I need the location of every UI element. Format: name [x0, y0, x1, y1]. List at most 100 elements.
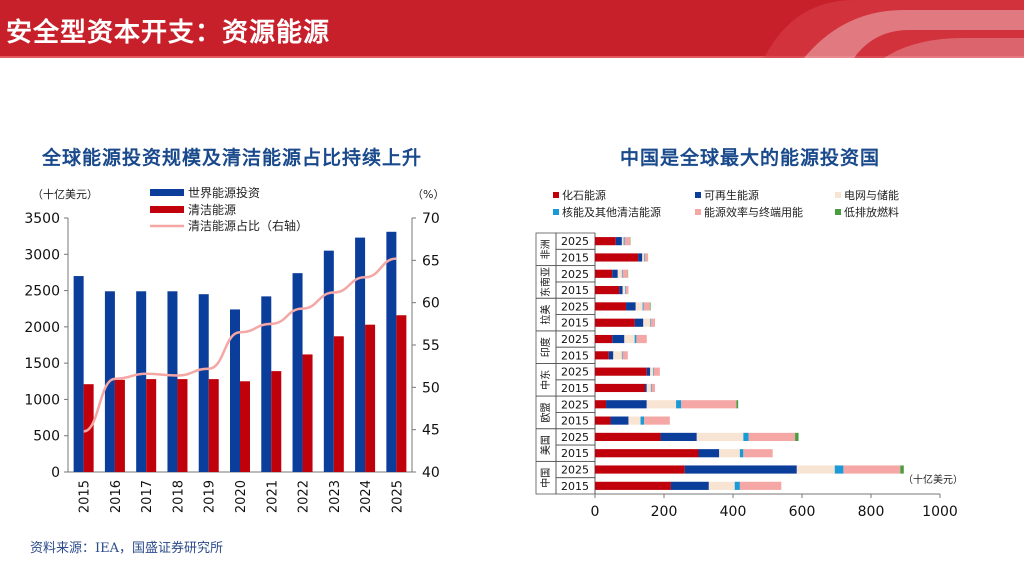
left-chart: （十亿美元） （%） 世界能源投资 清洁能源 清洁能源占比（右轴） 0 500 10… — [24, 185, 444, 513]
bar-欧盟-2015-s1 — [610, 416, 629, 425]
bar-美国-2015-s1 — [698, 449, 720, 458]
year-label: 2025 — [561, 366, 589, 379]
legend-swatch — [553, 192, 559, 198]
bar-world-2017 — [136, 291, 147, 472]
x-tick-label: 1000 — [922, 504, 958, 520]
bar-clean-2017 — [146, 379, 157, 472]
bar-拉美-2015-s1 — [634, 318, 644, 327]
year-label: 2015 — [561, 415, 589, 428]
bar-拉美-2015-s4 — [650, 318, 656, 327]
bar-美国-2025-s3 — [743, 432, 749, 441]
bar-欧盟-2015-s2 — [628, 416, 641, 425]
bar-中国-2015-s1 — [670, 481, 709, 490]
bar-欧盟-2025-s3 — [676, 400, 682, 409]
legend-swatch-clean — [150, 206, 184, 213]
bar-美国-2015-s0 — [595, 449, 699, 458]
region-label: 印度 — [539, 337, 552, 357]
bar-欧盟-2025-s4 — [681, 400, 737, 409]
bar-clean-2025 — [396, 315, 407, 472]
bar-欧盟-2015-s0 — [595, 416, 611, 425]
bar-欧盟-2025-s1 — [606, 400, 647, 409]
bar-中国-2025-s2 — [796, 465, 835, 474]
year-label: 2015 — [561, 317, 589, 330]
bar-非洲-2015-s0 — [595, 253, 639, 262]
x-tick-label: 2022 — [297, 480, 312, 513]
bar-非洲-2025-s3 — [623, 237, 625, 246]
year-label: 2025 — [561, 333, 589, 346]
x-tick-label: 2015 — [78, 480, 93, 513]
year-label: 2015 — [561, 447, 589, 460]
y2-tick-label: 50 — [422, 380, 440, 396]
bar-world-2023 — [323, 250, 334, 472]
y-tick-label: 2000 — [24, 320, 60, 336]
bar-中国-2015-s4 — [739, 481, 782, 490]
year-label: 2015 — [561, 251, 589, 264]
legend-label: 核能及其他清洁能源 — [562, 205, 661, 219]
bar-非洲-2025-s0 — [595, 237, 616, 246]
year-label: 2025 — [561, 268, 589, 281]
year-label: 2015 — [561, 284, 589, 297]
bar-美国-2015-s2 — [719, 449, 740, 458]
region-label: 非洲 — [540, 239, 552, 259]
x-tick-label: 2025 — [390, 480, 405, 513]
legend-swatch — [835, 209, 841, 215]
bar-world-2015 — [73, 276, 84, 472]
year-label: 2025 — [561, 398, 589, 411]
bar-非洲-2015-s2 — [642, 253, 644, 262]
bar-world-2024 — [355, 237, 366, 472]
bar-美国-2015-s3 — [739, 449, 744, 458]
bar-world-2022 — [292, 273, 303, 472]
bar-美国-2025-s4 — [748, 432, 796, 441]
bar-拉美-2015-s0 — [595, 318, 635, 327]
y2-tick-label: 40 — [422, 465, 440, 481]
bar-美国-2025-s1 — [660, 432, 697, 441]
region-label: 东南亚 — [539, 267, 552, 297]
bar-clean-2023 — [333, 336, 344, 472]
bar-欧盟-2015-s4 — [643, 416, 670, 425]
bar-中东-2015-s0 — [595, 383, 646, 393]
bar-clean-2020 — [240, 381, 250, 472]
legend-swatch — [695, 209, 701, 215]
y-tick-label: 1000 — [24, 392, 60, 408]
bar-clean-2016 — [114, 379, 125, 472]
legend-swatch-world — [150, 189, 184, 196]
y-tick-label: 0 — [51, 465, 60, 481]
bar-中东-2025-s4 — [653, 367, 660, 376]
region-label: 欧盟 — [540, 402, 552, 422]
bar-欧盟-2025-s0 — [595, 400, 607, 409]
source-note: 资料来源：IEA，国盛证券研究所 — [30, 541, 224, 556]
bar-中国-2015-s3 — [734, 481, 740, 490]
bar-东南亚-2015-s3 — [625, 286, 627, 295]
y2-tick-label: 55 — [422, 338, 440, 354]
legend-label-share: 清洁能源占比（右轴） — [188, 218, 308, 233]
bar-非洲-2025-s4 — [624, 237, 631, 246]
legend: 世界能源投资 清洁能源 清洁能源占比（右轴） — [150, 185, 308, 233]
left-axis-unit: （十亿美元） — [32, 187, 98, 201]
right-axis-unit: （%） — [412, 188, 444, 201]
y2-tick-label: 70 — [422, 211, 440, 227]
bar-中东-2015-s1 — [645, 383, 647, 393]
y2-tick-label: 60 — [422, 296, 440, 312]
y-tick-label: 2500 — [24, 284, 60, 300]
year-label: 2015 — [561, 480, 589, 493]
share-line — [83, 257, 397, 433]
bar-拉美-2025-s3 — [642, 302, 644, 311]
region-label: 美国 — [539, 435, 552, 455]
bar-印度-2015-s2 — [613, 351, 622, 360]
region-label: 中国 — [539, 468, 552, 488]
bar-欧盟-2025-s5 — [736, 400, 739, 409]
year-label: 2025 — [561, 235, 589, 248]
bar-world-2021 — [261, 296, 272, 472]
bar-clean-2024 — [365, 324, 376, 472]
x-tick-label: 2021 — [265, 480, 280, 513]
bar-中东-2015-s2 — [646, 383, 651, 393]
bar-中国-2015-s2 — [708, 481, 735, 490]
y-tick-label: 500 — [33, 429, 60, 445]
region-label: 拉美 — [539, 305, 552, 325]
legend-label-world: 世界能源投资 — [188, 185, 260, 200]
bar-非洲-2015-s3 — [643, 253, 645, 262]
x-tick-label: 2017 — [140, 480, 155, 513]
legend-swatch — [553, 209, 559, 215]
year-label: 2025 — [561, 300, 589, 313]
